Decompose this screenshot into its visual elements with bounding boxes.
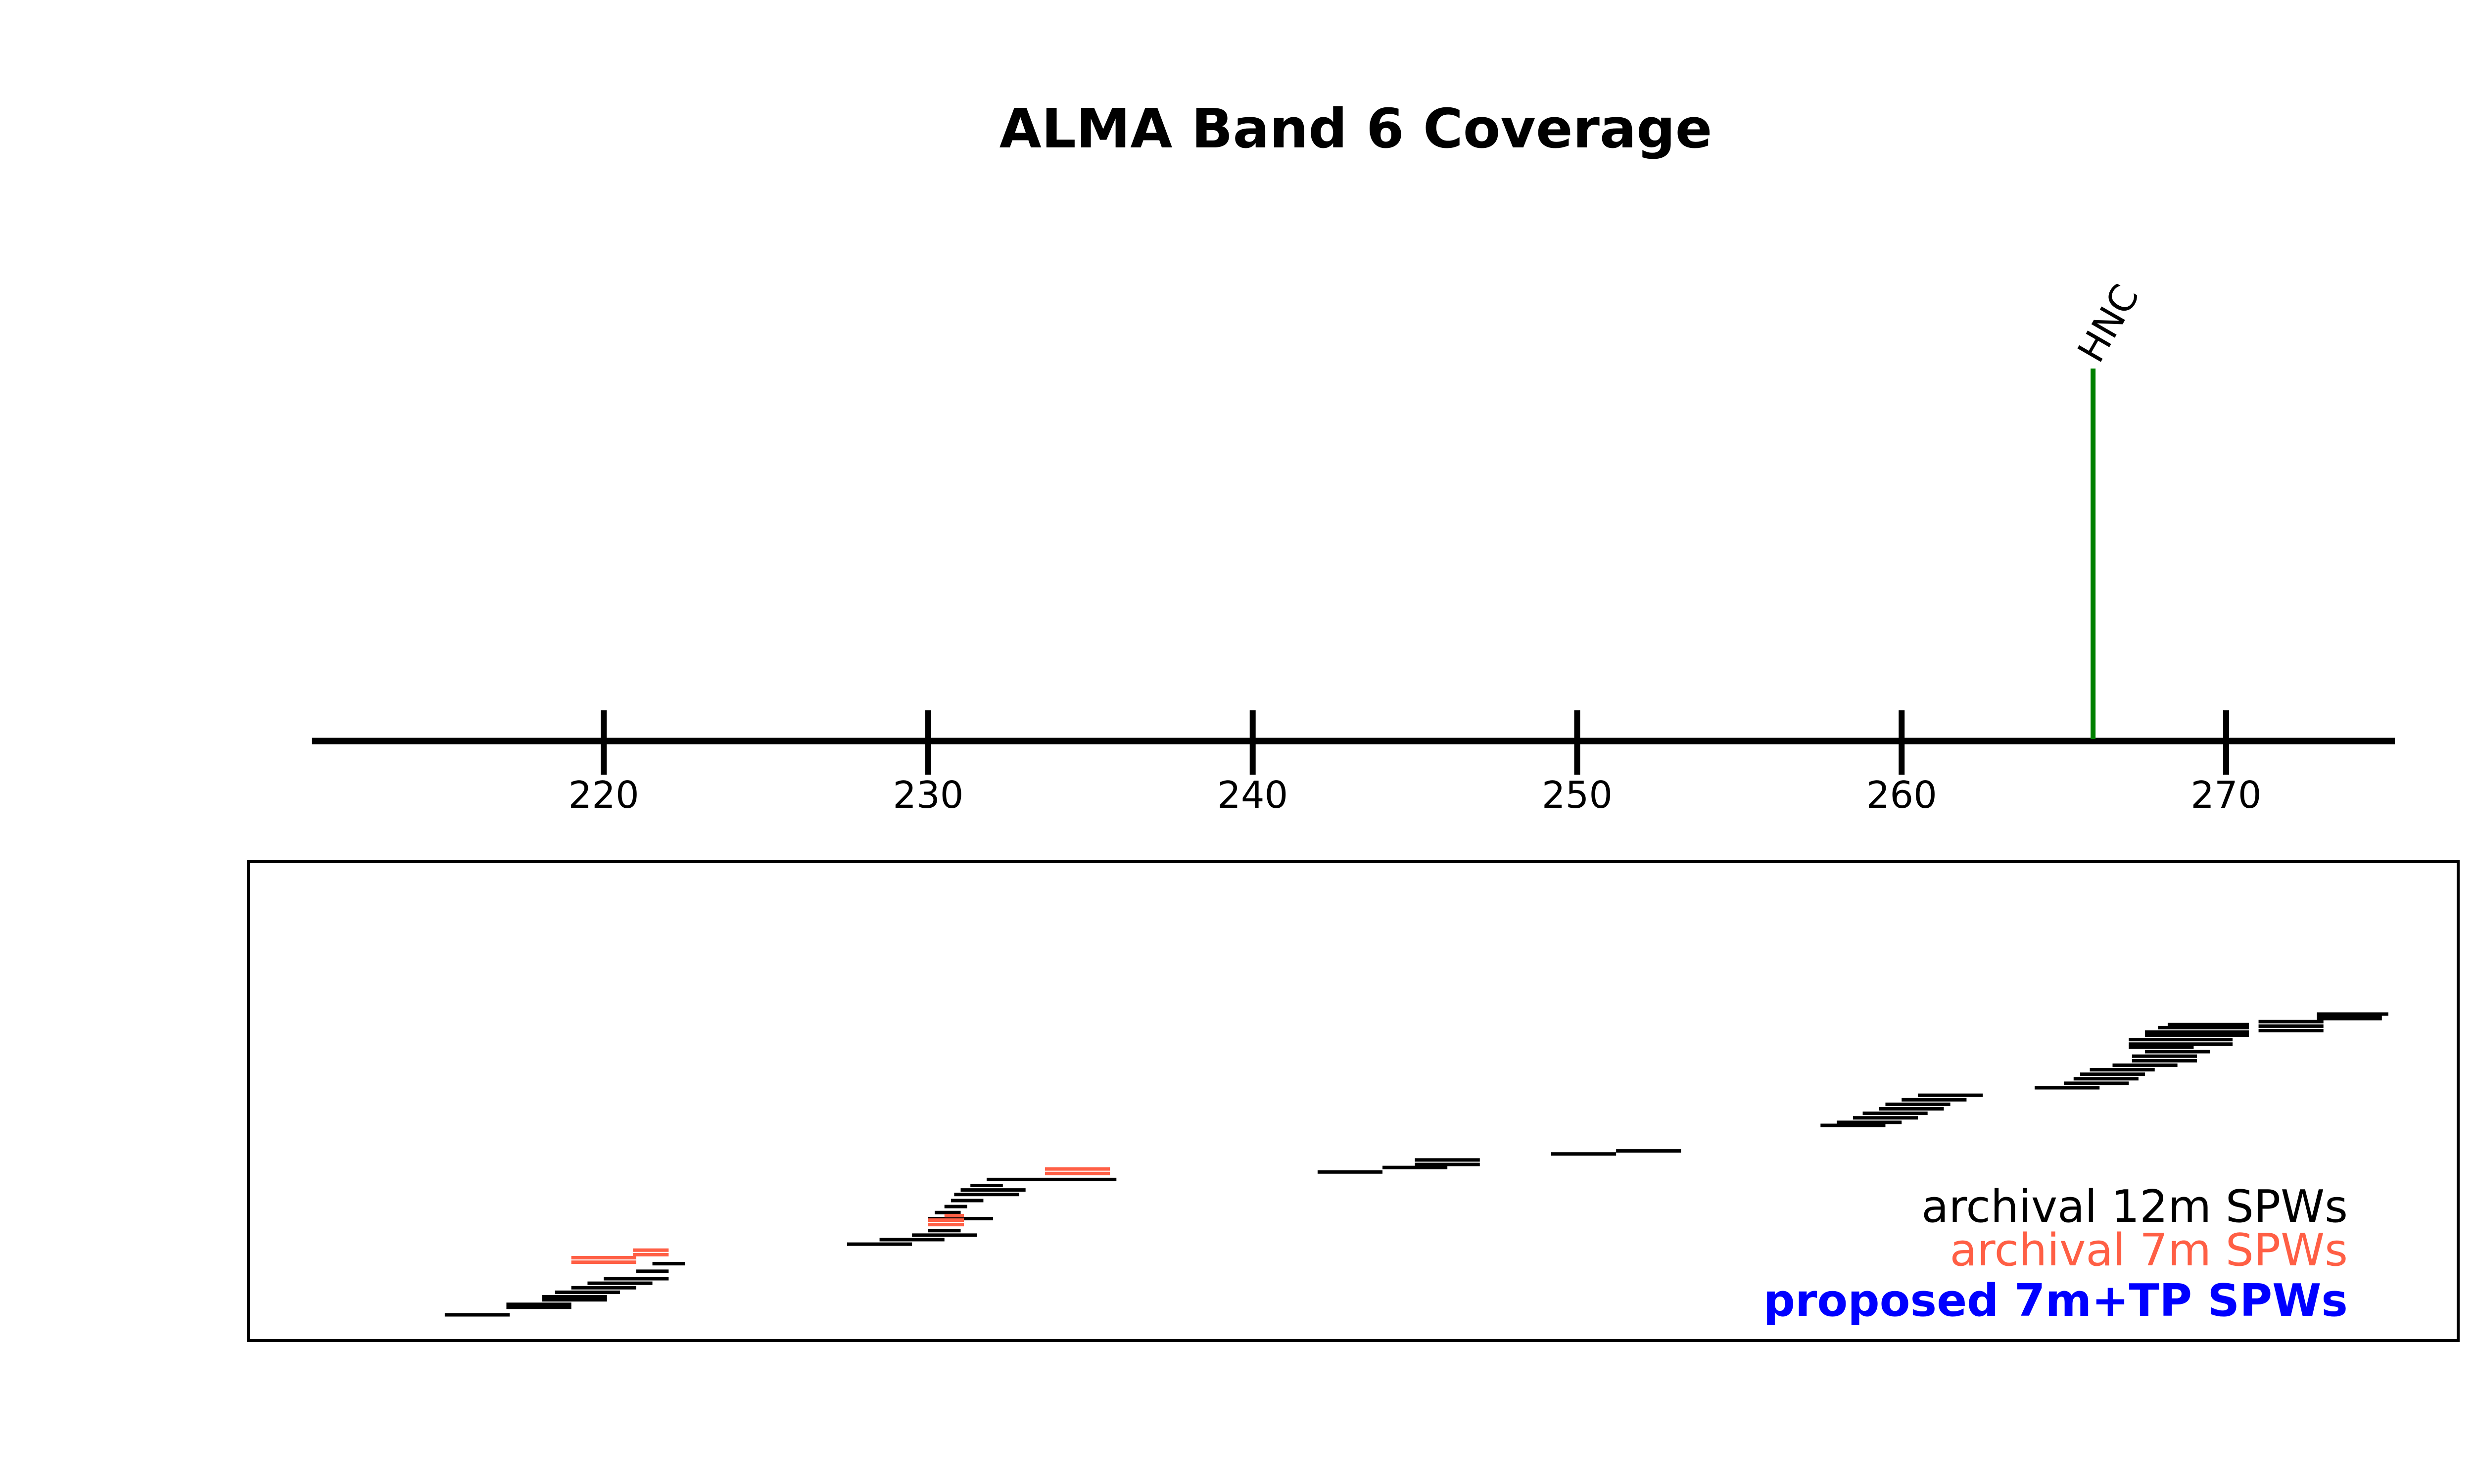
chart-title: ALMA Band 6 Coverage	[999, 97, 1713, 160]
frequency-axis: 220 230 240 250 260 270	[312, 710, 2395, 817]
tick-label: 240	[1217, 773, 1288, 817]
spw-panel-frame	[247, 860, 2460, 1342]
spectral-line-label: HNC	[2069, 277, 2148, 370]
legend-entry-7m: archival 7m SPWs	[1950, 1224, 2348, 1276]
spectral-lines: HNC	[2069, 277, 2148, 739]
legend-entry-proposed: proposed 7m+TP SPWs	[1763, 1275, 2348, 1327]
tick-label: 260	[1866, 773, 1937, 817]
tick-label: 230	[893, 773, 963, 817]
tick-label: 270	[2190, 773, 2261, 817]
legend: archival 12m SPWs archival 7m SPWs propo…	[1763, 1181, 2348, 1327]
tick-label: 220	[569, 773, 639, 817]
legend-entry-12m: archival 12m SPWs	[1921, 1181, 2348, 1233]
tick-label: 250	[1542, 773, 1613, 817]
spw-bars	[444, 1012, 2388, 1317]
